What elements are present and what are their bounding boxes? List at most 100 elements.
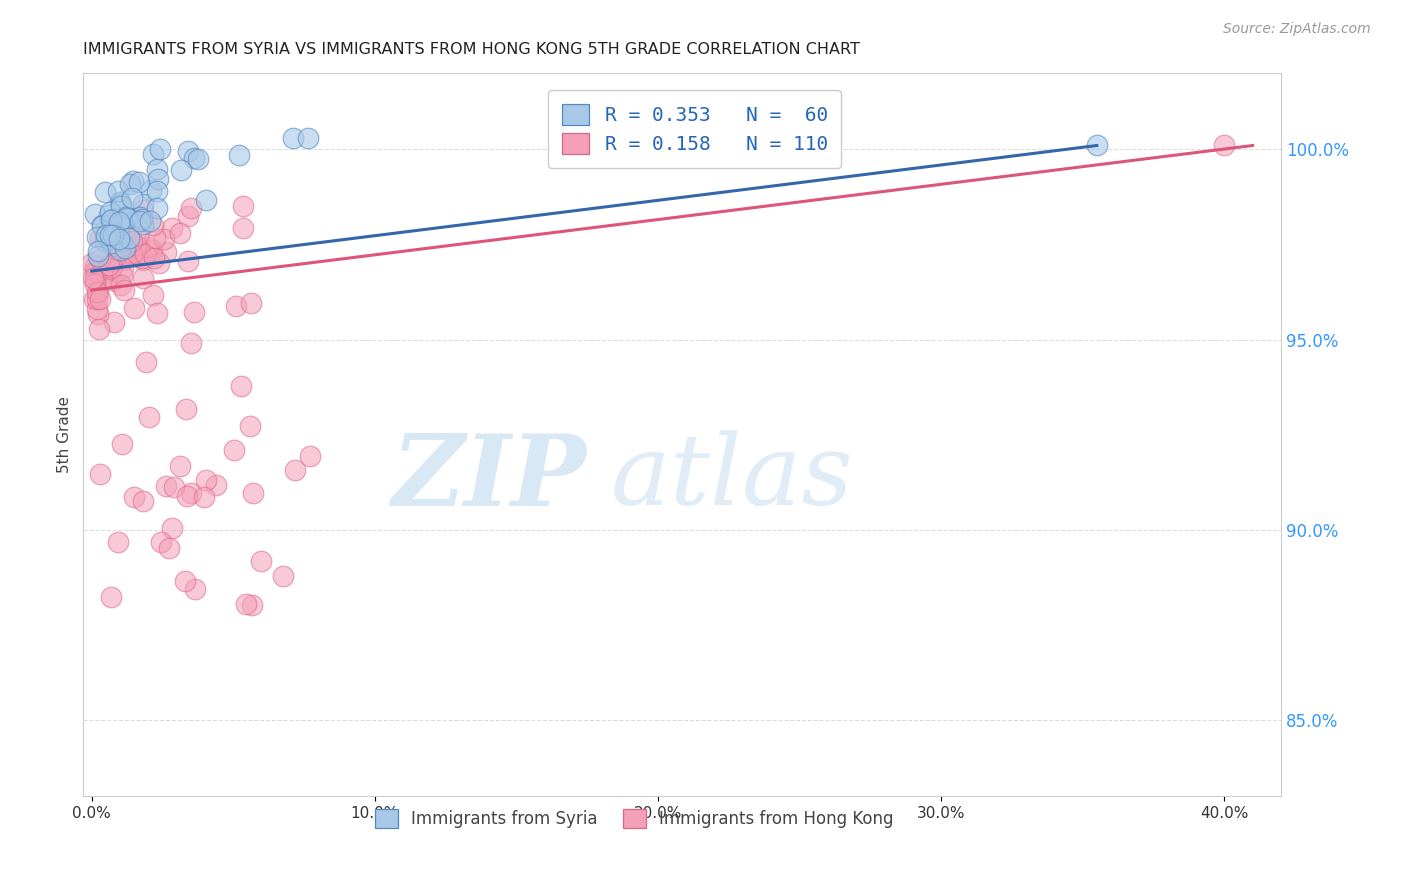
Point: [94, 266, 117, 280]
Point: [240, 598, 263, 612]
Text: IMMIGRANTS FROM SYRIA VS IMMIGRANTS FROM HONG KONG 5TH GRADE CORRELATION CHART: IMMIGRANTS FROM SYRIA VS IMMIGRANTS FROM…: [83, 42, 860, 57]
Point: [284, 463, 307, 477]
Point: [141, 288, 163, 302]
Point: [146, 306, 169, 320]
Point: [146, 184, 169, 198]
Point: [141, 243, 163, 257]
Point: [194, 193, 217, 207]
Point: [163, 480, 186, 494]
Point: [120, 177, 142, 191]
Point: [87, 307, 110, 321]
Point: [127, 228, 149, 243]
Point: [132, 196, 155, 211]
Point: [271, 568, 294, 582]
Point: [174, 402, 197, 417]
Point: [100, 236, 122, 251]
Point: [225, 299, 247, 313]
Point: [155, 479, 177, 493]
Point: [149, 534, 172, 549]
Point: [83, 271, 105, 285]
Point: [111, 249, 134, 263]
Point: [87, 321, 110, 335]
Point: [121, 191, 143, 205]
Point: [131, 217, 153, 231]
Point: [112, 283, 135, 297]
Point: [128, 175, 150, 189]
Point: [90, 219, 112, 233]
Point: [105, 213, 128, 227]
Point: [89, 467, 111, 482]
Point: [195, 473, 218, 487]
Point: [174, 574, 197, 589]
Point: [89, 252, 111, 266]
Point: [111, 252, 134, 267]
Point: [176, 489, 198, 503]
Point: [136, 240, 159, 254]
Point: [100, 262, 122, 277]
Point: [114, 241, 136, 255]
Point: [108, 232, 131, 246]
Text: ZIP: ZIP: [391, 430, 586, 526]
Point: [118, 230, 141, 244]
Point: [94, 186, 117, 200]
Point: [184, 582, 207, 596]
Point: [224, 443, 246, 458]
Point: [121, 248, 143, 262]
Point: [108, 215, 131, 229]
Point: [110, 277, 132, 292]
Point: [155, 245, 177, 260]
Point: [169, 459, 191, 474]
Point: [98, 218, 121, 232]
Point: [101, 273, 124, 287]
Point: [146, 201, 169, 215]
Point: [101, 260, 124, 274]
Point: [242, 486, 264, 500]
Point: [170, 162, 193, 177]
Point: [249, 554, 271, 568]
Point: [94, 227, 117, 242]
Point: [124, 238, 146, 252]
Y-axis label: 5th Grade: 5th Grade: [58, 396, 72, 473]
Point: [177, 209, 200, 223]
Point: [160, 520, 183, 534]
Point: [180, 202, 202, 216]
Point: [127, 246, 149, 260]
Point: [142, 219, 165, 233]
Point: [89, 231, 111, 245]
Point: [132, 202, 155, 217]
Point: [131, 211, 153, 226]
Point: [157, 541, 180, 556]
Point: [121, 174, 143, 188]
Point: [132, 271, 155, 285]
Point: [235, 597, 257, 611]
Point: [121, 246, 143, 260]
Point: [87, 285, 110, 299]
Point: [84, 277, 107, 292]
Point: [84, 272, 107, 286]
Point: [89, 293, 111, 307]
Point: [129, 241, 152, 255]
Point: [111, 268, 134, 283]
Point: [180, 336, 202, 351]
Point: [148, 172, 170, 186]
Point: [112, 261, 135, 276]
Point: [98, 227, 121, 242]
Point: [183, 151, 205, 165]
Point: [86, 301, 108, 316]
Point: [120, 211, 142, 226]
Point: [83, 293, 105, 307]
Point: [103, 315, 125, 329]
Point: [108, 219, 131, 233]
Point: [100, 591, 122, 605]
Point: [104, 226, 127, 240]
Point: [86, 230, 108, 244]
Point: [84, 263, 107, 277]
Point: [232, 220, 254, 235]
Point: [94, 234, 117, 248]
Point: [107, 185, 129, 199]
Point: [91, 267, 114, 281]
Point: [98, 204, 121, 219]
Point: [93, 263, 115, 277]
Point: [129, 214, 152, 228]
Point: [231, 378, 253, 392]
